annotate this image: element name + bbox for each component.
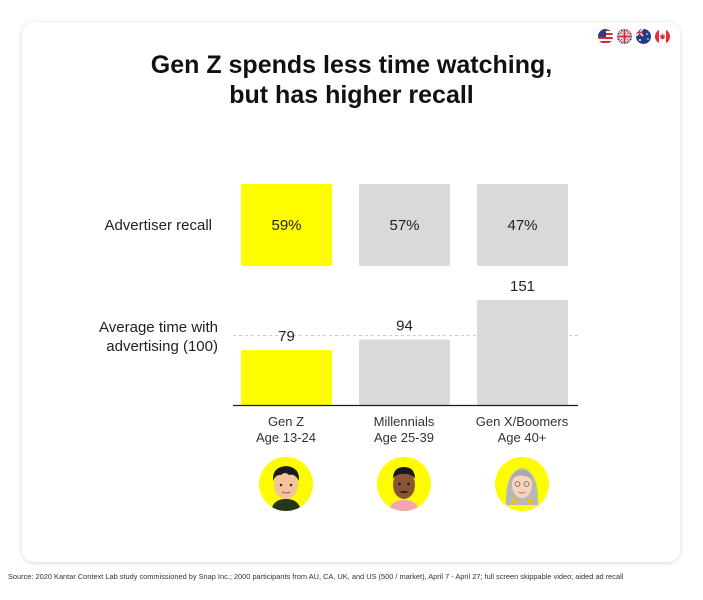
gen-x-boomer-avatar	[495, 457, 549, 511]
category-label-gen-z: Gen Z Age 13-24	[221, 414, 351, 446]
market-flags	[598, 29, 670, 44]
recall-value-label: 47%	[507, 217, 537, 234]
time-value-label: 151	[510, 278, 535, 295]
title-line-1: Gen Z spends less time watching,	[150, 51, 553, 79]
row-label-advertiser-recall: Advertiser recall	[104, 217, 212, 234]
category-age: Age 13-24	[256, 430, 316, 445]
category-label-gen-x-boomers: Gen X/Boomers Age 40+	[457, 414, 587, 446]
row-label-average-time-line-1: Average time with	[99, 319, 218, 336]
recall-tile-gen-z	[241, 184, 332, 266]
category-name: Gen X/Boomers	[475, 414, 569, 429]
chart-card	[22, 22, 680, 562]
au-flag-icon	[636, 29, 651, 44]
time-value-label: 79	[278, 328, 295, 345]
recall-value-label: 59%	[271, 217, 301, 234]
category-age: Age 40+	[497, 430, 547, 445]
time-bar-gen-x-boomers	[477, 300, 568, 405]
category-label-millennials: Millennials Age 25-39	[339, 414, 469, 446]
time-value-label: 94	[396, 318, 413, 335]
category-name: Millennials	[373, 414, 435, 429]
row-label-average-time: Average time with advertising (100)	[60, 318, 218, 356]
row-label-average-time-line-2: advertising (100)	[106, 338, 218, 355]
gen-z-avatar	[259, 457, 313, 511]
time-bar-gen-z	[241, 350, 332, 405]
title-line-2: but has higher recall	[229, 81, 474, 109]
millennial-avatar	[377, 457, 431, 511]
uk-flag-icon	[617, 29, 632, 44]
ca-flag-icon	[655, 29, 670, 44]
source-footnote: Source: 2020 Kantar Context Lab study co…	[8, 572, 624, 581]
us-flag-icon	[598, 29, 613, 44]
category-name: Gen Z	[267, 414, 305, 429]
recall-value-label: 57%	[389, 217, 419, 234]
time-bar-millennials	[359, 339, 450, 405]
recall-tile-millennials	[359, 184, 450, 266]
category-age: Age 25-39	[374, 430, 434, 445]
recall-tile-gen-x-boomers	[477, 184, 568, 266]
chart-title: Gen Z spends less time watching, but has…	[0, 50, 703, 110]
